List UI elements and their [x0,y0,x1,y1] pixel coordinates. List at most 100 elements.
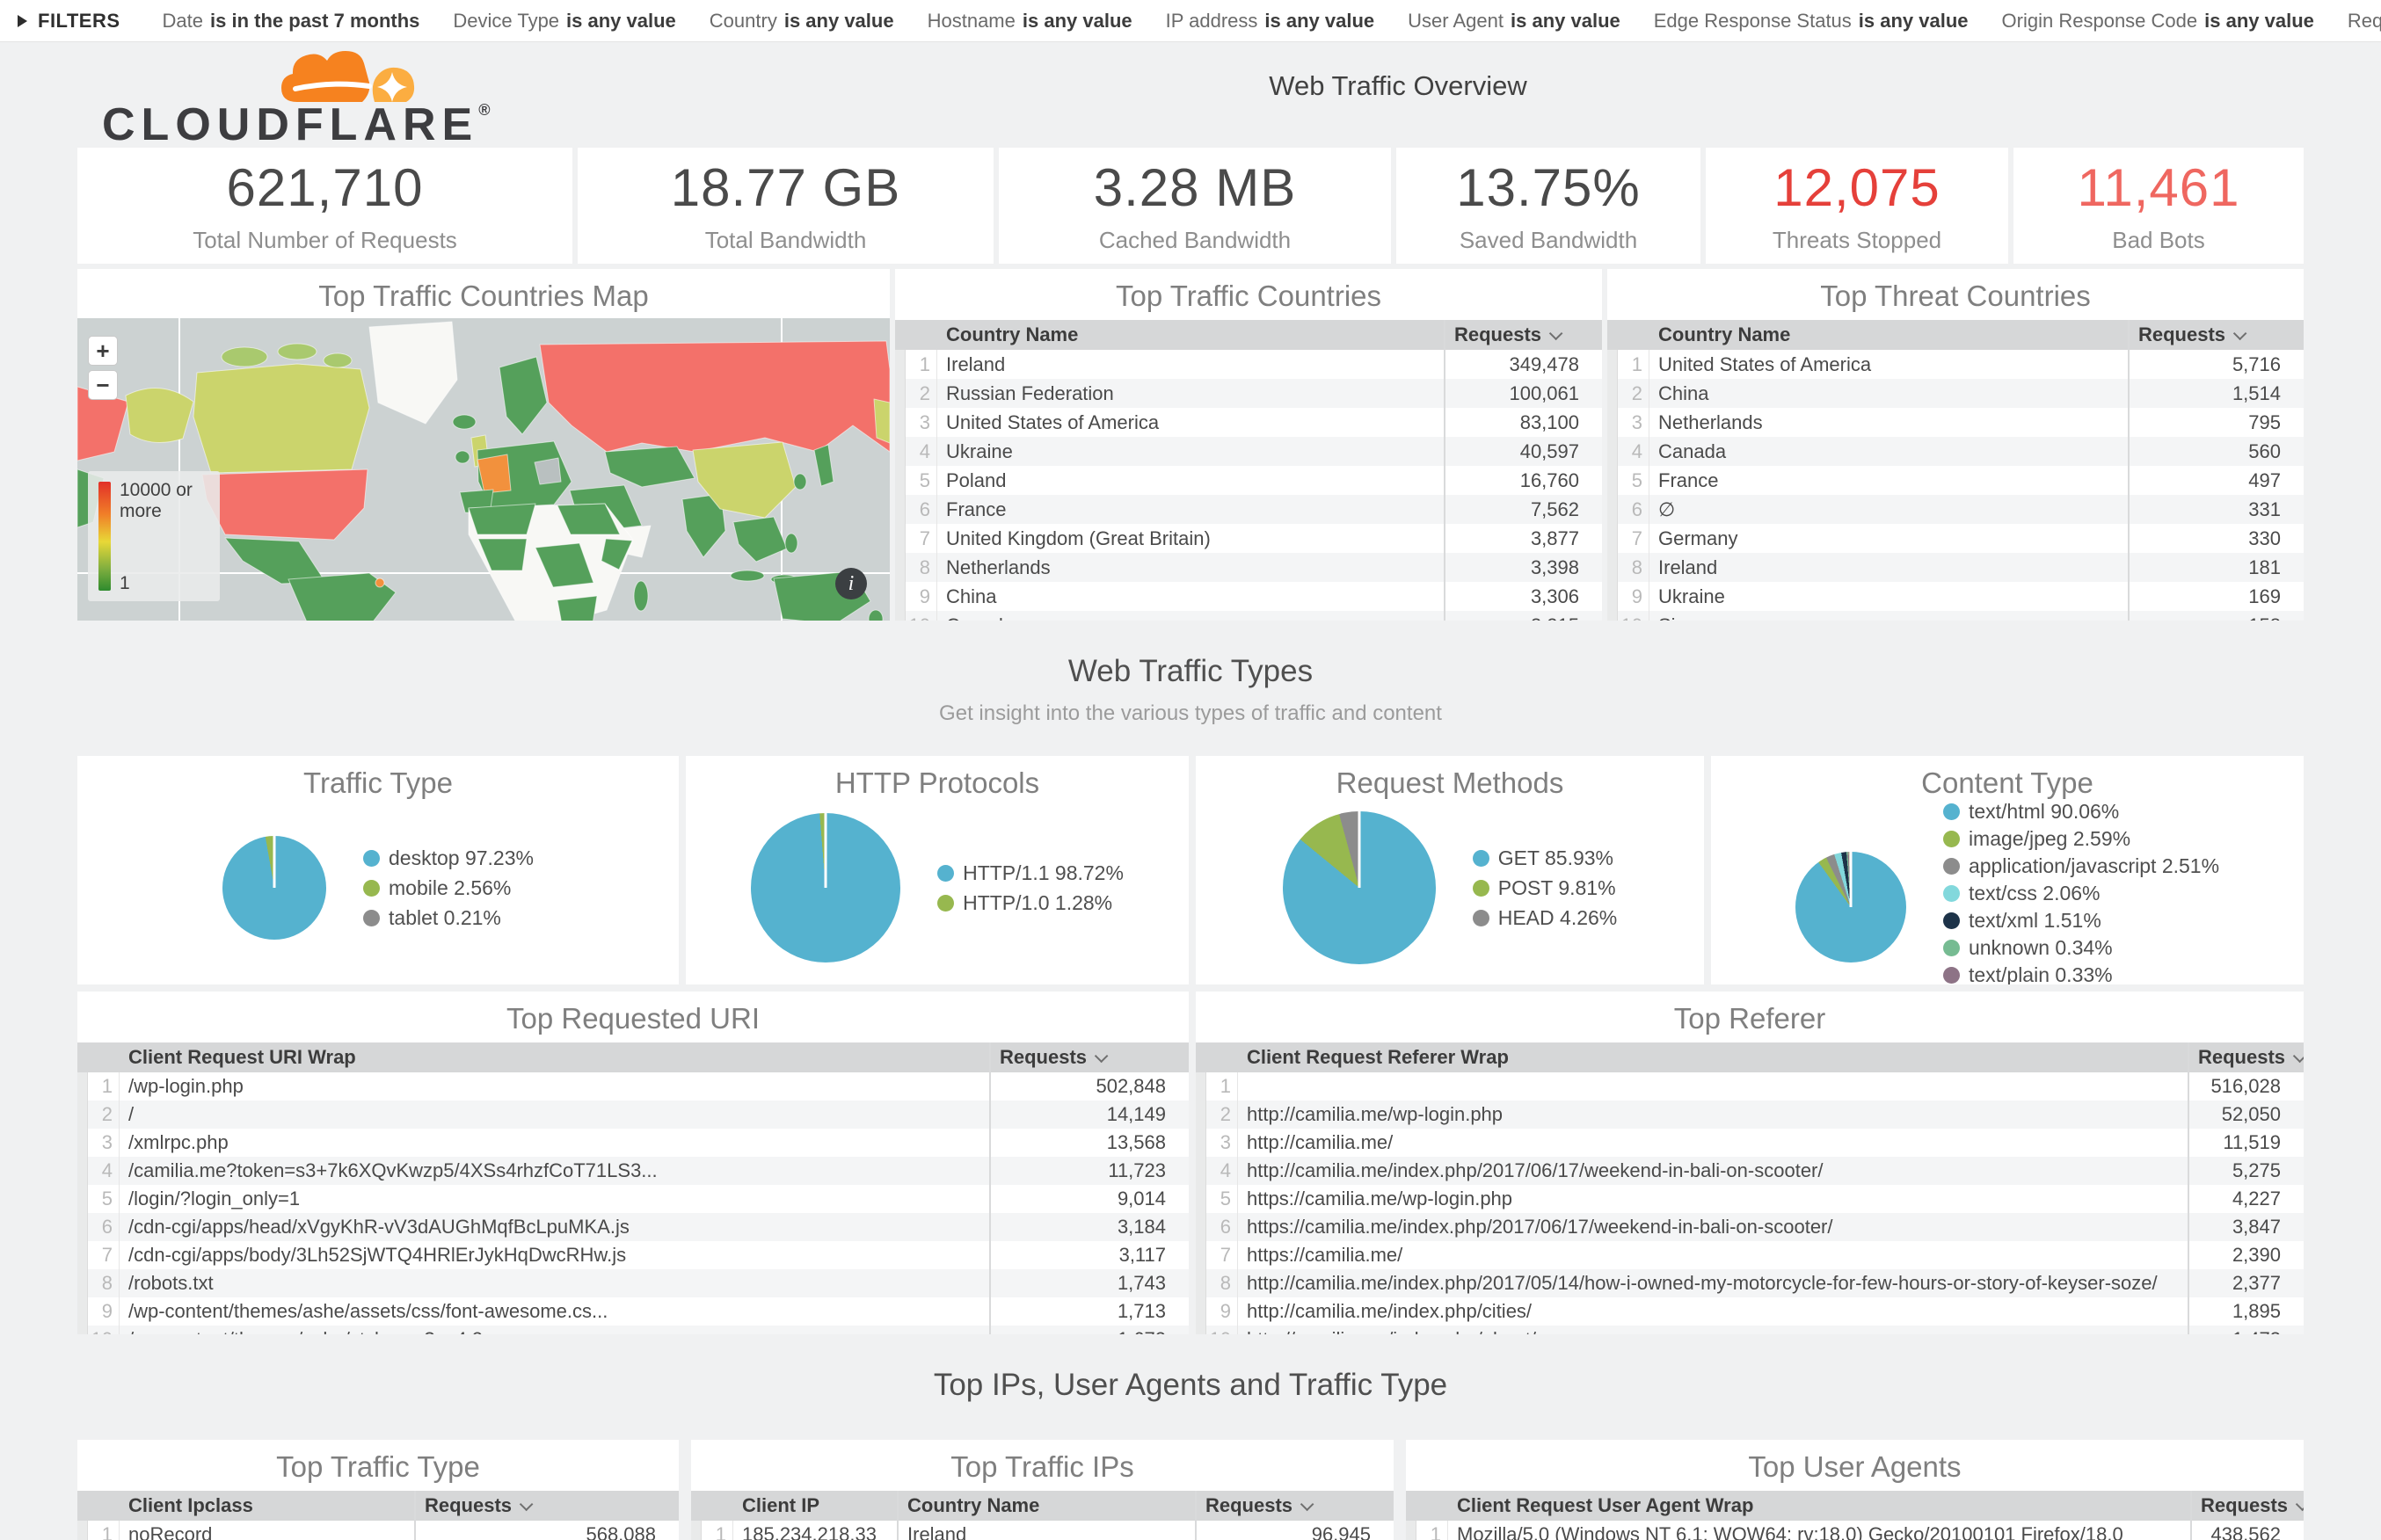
table-row[interactable]: 5 Poland 16,760 [895,466,1602,495]
column-header-uri[interactable]: Client Request URI Wrap [128,1046,356,1068]
table-row[interactable]: 7 /cdn-cgi/apps/body/3Lh52SjWTQ4HRlErJyk… [77,1241,1189,1269]
table-row[interactable]: 10 http://camilia.me/index.php/about/ 1,… [1196,1326,2304,1334]
panel-title: Top Requested URI [506,1002,760,1035]
table-row[interactable]: 5 /login/?login_only=1 9,014 [77,1185,1189,1213]
filter-item[interactable]: IP address is any value [1166,10,1375,33]
legend-item: text/xml 1.51% [1942,909,2219,933]
column-header-country[interactable]: Country Name [897,1491,1195,1521]
table-row[interactable]: 2 Russian Federation 100,061 [895,379,1602,408]
country-name-cell: China [946,585,997,607]
filter-item[interactable]: Date is in the past 7 months [163,10,420,33]
table-row[interactable]: 3 Netherlands 795 [1607,408,2304,437]
table-row[interactable]: 4 Ukraine 40,597 [895,437,1602,466]
table-row[interactable]: 1 185.234.218.33 Ireland 96,945 [691,1521,1394,1540]
filters-toggle[interactable]: FILTERS [18,10,120,33]
table-row[interactable]: 3 http://camilia.me/ 11,519 [1196,1129,2304,1157]
map-zoom-controls: + − [88,336,118,400]
table-row[interactable]: 9 http://camilia.me/index.php/cities/ 1,… [1196,1297,2304,1326]
column-header-requests[interactable]: Requests [1205,1494,1371,1517]
map-zoom-out-button[interactable]: − [88,370,118,400]
table-body: 1 United States of America 5,716 2 China… [1607,350,2304,621]
column-header-requests[interactable]: Requests [2138,323,2281,346]
column-header-user-agent[interactable]: Client Request User Agent Wrap [1457,1494,1754,1516]
table-row[interactable]: 5 https://camilia.me/wp-login.php 4,227 [1196,1185,2304,1213]
row-number: 4 [906,437,937,466]
requests-cell: 16,760 [1444,466,1591,495]
table-row[interactable]: 1 Ireland 349,478 [895,350,1602,379]
filter-item[interactable]: Hostname is any value [928,10,1132,33]
table-row[interactable]: 8 /robots.txt 1,743 [77,1269,1189,1297]
requests-cell: 2,390 [2188,1241,2293,1269]
table-row[interactable]: 6 France 7,562 [895,495,1602,524]
table-row[interactable]: 2 / 14,149 [77,1101,1189,1129]
table-row[interactable]: 4 Canada 560 [1607,437,2304,466]
table-header: Client Request User Agent Wrap Requests [1406,1491,2304,1521]
column-header-requests[interactable]: Requests [425,1494,656,1517]
table-row[interactable]: 1 /wp-login.php 502,848 [77,1072,1189,1101]
legend-label: text/css 2.06% [1968,882,2101,904]
table-row[interactable]: 10 Singapore 158 [1607,611,2304,621]
stat-total-requests: 621,710 Total Number of Requests [77,148,572,264]
row-number: 5 [906,466,937,495]
filter-field: Edge Response Status [1653,9,1852,32]
table-row[interactable]: 8 Ireland 181 [1607,553,2304,582]
table-row[interactable]: 7 https://camilia.me/ 2,390 [1196,1241,2304,1269]
sort-desc-icon [1548,326,1563,340]
table-row[interactable]: 4 /camilia.me?token=s3+7k6XQvKwzp5/4XSs4… [77,1157,1189,1185]
column-header-ipclass[interactable]: Client Ipclass [128,1494,253,1516]
table-row[interactable]: 8 Netherlands 3,398 [895,553,1602,582]
column-header-country[interactable]: Country Name [1658,323,1791,345]
table-row[interactable]: 4 http://camilia.me/index.php/2017/06/17… [1196,1157,2304,1185]
table-row[interactable]: 6 /cdn-cgi/apps/head/xVgyKhR-vV3dAUGhMqf… [77,1213,1189,1241]
filter-item[interactable]: Edge Response Status is any value [1654,10,1969,33]
table-row[interactable]: 10 /wp-content/themes/ashe/style.css?v=4… [77,1326,1189,1334]
table-row[interactable]: 3 United States of America 83,100 [895,408,1602,437]
requests-cell: 14,149 [989,1101,1178,1129]
table-row[interactable]: 6 https://camilia.me/index.php/2017/06/1… [1196,1213,2304,1241]
top-traffic-type-panel: Top Traffic Type Client Ipclass Requests… [77,1440,679,1540]
filter-item[interactable]: Device Type is any value [453,10,675,33]
table-row[interactable]: 10 Canada 3,215 [895,611,1602,621]
table-row[interactable]: 6 ∅ 331 [1607,495,2304,524]
row-number: 8 [88,1269,120,1297]
table-row[interactable]: 1 Mozilla/5.0 (Windows NT 6.1; WOW64; rv… [1406,1521,2304,1540]
filter-item[interactable]: Request URIis any value [2348,10,2381,33]
table-row[interactable]: 1 516,028 [1196,1072,2304,1101]
table-row[interactable]: 9 Ukraine 169 [1607,582,2304,611]
table-row[interactable]: 2 http://camilia.me/wp-login.php 52,050 [1196,1101,2304,1129]
table-row[interactable]: 7 United Kingdom (Great Britain) 3,877 [895,524,1602,553]
table-body: 1 Mozilla/5.0 (Windows NT 6.1; WOW64; rv… [1406,1521,2304,1540]
column-header-requests[interactable]: Requests [2201,1494,2304,1517]
map-info-button[interactable]: i [835,568,867,599]
map-zoom-in-button[interactable]: + [88,336,118,366]
column-header-requests[interactable]: Requests [1454,323,1579,346]
filter-item[interactable]: Origin Response Code is any value [2002,10,2314,33]
table-row[interactable]: 9 China 3,306 [895,582,1602,611]
table-row[interactable]: 1 United States of America 5,716 [1607,350,2304,379]
column-header-country[interactable]: Country Name [946,323,1079,345]
column-header-referer[interactable]: Client Request Referer Wrap [1247,1046,1509,1068]
table-body: 1 Ireland 349,478 2 Russian Federation 1… [895,350,1602,621]
row-number: 3 [88,1129,120,1157]
column-header-requests[interactable]: Requests [1000,1046,1166,1069]
table-row[interactable]: 3 /xmlrpc.php 13,568 [77,1129,1189,1157]
table-row[interactable]: 8 http://camilia.me/index.php/2017/05/14… [1196,1269,2304,1297]
row-number: 7 [1618,524,1649,553]
column-header-requests[interactable]: Requests [2198,1046,2304,1069]
country-name-cell: Ireland [1658,556,1718,578]
table-row[interactable]: 2 China 1,514 [1607,379,2304,408]
requests-cell: 9,014 [989,1185,1178,1213]
filter-item[interactable]: Country is any value [710,10,894,33]
world-map[interactable]: + − 10000 or more 1 i [77,318,890,621]
table-row[interactable]: 1 noRecord 568,088 [77,1521,679,1540]
column-header-client-ip[interactable]: Client IP [742,1494,820,1516]
referer-cell: http://camilia.me/index.php/2017/06/17/w… [1247,1159,1824,1181]
legend-swatch-icon [363,879,381,897]
table-row[interactable]: 5 France 497 [1607,466,2304,495]
table-row[interactable]: 7 Germany 330 [1607,524,2304,553]
referer-cell: http://camilia.me/ [1247,1131,1394,1153]
filter-condition: is any value [566,9,676,32]
table-row[interactable]: 9 /wp-content/themes/ashe/assets/css/fon… [77,1297,1189,1326]
filter-item[interactable]: User Agent is any value [1408,10,1620,33]
requests-cell: 52,050 [2188,1101,2293,1129]
